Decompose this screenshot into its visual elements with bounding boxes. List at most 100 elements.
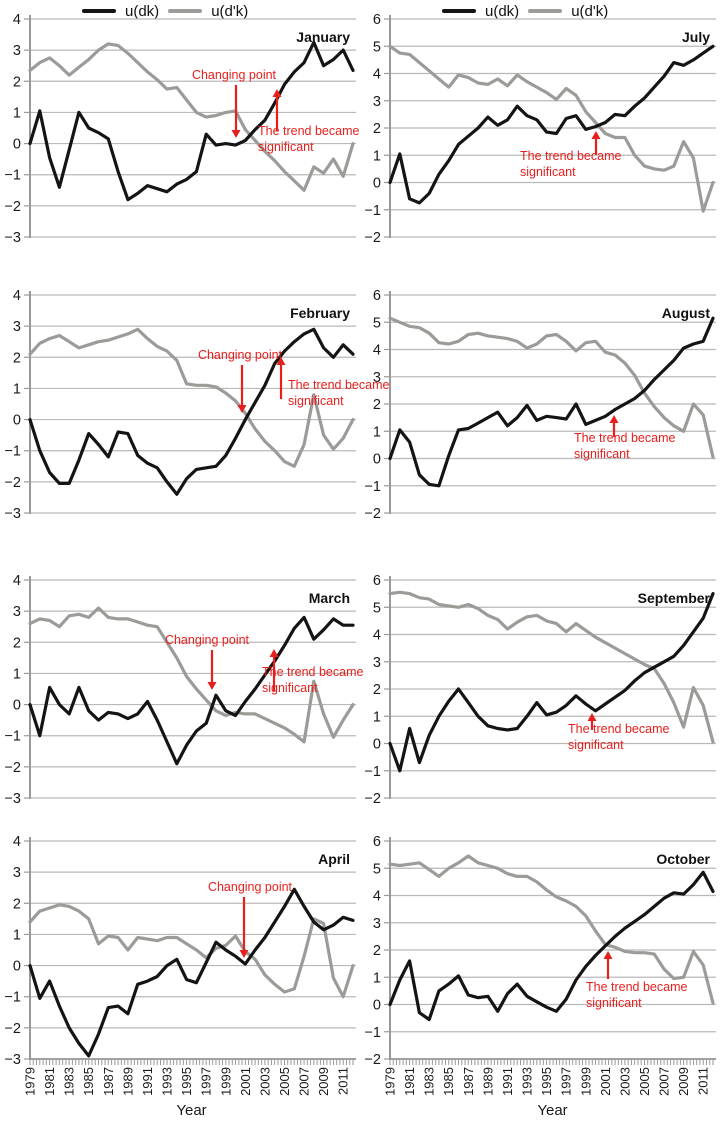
trend-significant-annotation: The trend became significant (262, 649, 363, 695)
series-udk-prime-line (388, 316, 715, 459)
changing-point-annotation: Changing point (192, 68, 277, 138)
gridlines (384, 579, 716, 799)
arrow-head-up-icon (603, 951, 613, 959)
arrow-head-up-icon (591, 131, 601, 139)
arrow-head-up-icon (269, 649, 279, 657)
chart-september: 6 5 4 3 2 1 0 −1 −2 September The trend became sign… (364, 573, 716, 807)
y-tick-label: 5 (373, 600, 381, 616)
y-tick-label: 1 (13, 927, 21, 943)
x-tick-label: 2005 (637, 1067, 652, 1096)
x-tick-label: 2009 (316, 1067, 331, 1096)
y-tick-label: 2 (13, 896, 21, 912)
y-tick-label: 3 (373, 370, 381, 386)
legend-right: u(dk) u(d'k) (442, 1, 608, 21)
x-tick-label: 1981 (42, 1067, 57, 1096)
y-tick-label: 4 (373, 628, 381, 644)
chart-panel-july: 6 5 4 3 2 1 0 −1 −2 July The trend became significa… (360, 9, 720, 249)
month-title: July (682, 29, 710, 45)
chart-panel-march: 4 3 2 1 0 −1 −2 −3 March Changing point The trend … (0, 570, 363, 810)
y-tick-label: −1 (364, 764, 381, 780)
y-tick-label: 1 (373, 970, 381, 986)
x-tick-label: 1987 (461, 1067, 476, 1096)
y-tick-label: 1 (373, 424, 381, 440)
x-tick-label: 1987 (101, 1067, 116, 1096)
series-udk-line (388, 316, 715, 488)
trend-significant-label: The trend became (258, 124, 359, 138)
gridlines (384, 294, 716, 514)
y-tick-label: 0 (373, 737, 381, 753)
y-tick-label: 5 (373, 861, 381, 877)
series-udk-line (28, 887, 355, 1058)
y-tick-label: 0 (13, 959, 21, 975)
trend-significant-annotation: The trend became significant (574, 415, 675, 461)
gridlines (24, 18, 356, 238)
trend-significant-label-line2: significant (258, 140, 314, 154)
y-tick-label: 0 (373, 452, 381, 468)
legend-left: u(dk) u(d'k) (82, 1, 248, 21)
y-tick-label: −2 (364, 1052, 381, 1068)
chart-march: 4 3 2 1 0 −1 −2 −3 March Changing point The trend … (4, 573, 363, 807)
trend-significant-label: The trend became (520, 149, 621, 163)
y-tick-label: −2 (364, 230, 381, 246)
chart-panel-january: 4 3 2 1 0 −1 −2 −3 January Changing point The tren… (0, 9, 360, 249)
udk-line-swatch (442, 8, 476, 14)
x-tick-label: 2003 (257, 1067, 272, 1096)
udk-legend-label: u(dk) (125, 2, 160, 20)
trend-significant-annotation: The trend became significant (276, 357, 389, 408)
y-tick-label: 5 (373, 315, 381, 331)
x-tick-label: 1991 (140, 1067, 155, 1096)
month-title: March (309, 590, 350, 606)
y-tick-label: 6 (373, 288, 381, 304)
x-tick-label: 1985 (441, 1067, 456, 1096)
series-udk-line (388, 44, 715, 205)
month-title: August (662, 305, 711, 321)
trend-significant-label-line2: significant (288, 394, 344, 408)
y-tick-label: 1 (13, 666, 21, 682)
y-tick-label: −2 (4, 1021, 21, 1037)
month-title: September (638, 590, 711, 606)
month-title: April (318, 851, 350, 867)
x-tick-label: 1979 (383, 1067, 398, 1096)
udk-line-swatch (82, 8, 116, 14)
x-tick-label: 2011 (336, 1067, 351, 1095)
x-tick-label: 2007 (297, 1067, 312, 1096)
x-tick-label: 2007 (657, 1067, 672, 1096)
udk-prime-legend-label: u(d'k) (571, 2, 609, 20)
trend-significant-label-line2: significant (574, 447, 630, 461)
series-udk-prime-line (388, 44, 715, 213)
y-tick-label: 4 (373, 67, 381, 83)
month-title: February (290, 305, 350, 321)
y-tick-label: −2 (4, 475, 21, 491)
y-tick-label: 3 (373, 916, 381, 932)
series-udk-prime-line (28, 327, 355, 468)
trend-significant-label-line2: significant (586, 996, 642, 1010)
x-tick-label: 1997 (559, 1067, 574, 1096)
y-tick-label: 1 (373, 148, 381, 164)
y-tick-label: 6 (373, 834, 381, 850)
y-tick-label: −3 (4, 506, 21, 522)
chart-panel-april: 4 3 2 1 0 −1 −2 −3 1979 1981 1983 1985 1987 1989 1991 1… (0, 831, 360, 1121)
trend-significant-annotation: The trend became significant (258, 89, 359, 154)
x-tick-label: 2003 (617, 1067, 632, 1096)
y-tick-label: 2 (13, 74, 21, 90)
series-udk-prime-line (388, 854, 715, 1005)
x-axis-minor-ticks (29, 1059, 354, 1065)
y-tick-label: 3 (373, 655, 381, 671)
y-tick-label: 3 (373, 94, 381, 110)
y-tick-label: 6 (373, 573, 381, 589)
x-tick-label: 1995 (179, 1067, 194, 1096)
x-tick-label: 2009 (676, 1067, 691, 1096)
changing-point-label: Changing point (165, 633, 250, 647)
y-tick-label: 5 (373, 39, 381, 55)
x-tick-label: 1993 (520, 1067, 535, 1096)
y-axis-labels: 4 3 2 1 0 −1 −2 −3 (4, 288, 21, 522)
y-tick-label: −1 (364, 479, 381, 495)
x-tick-label: 1997 (199, 1067, 214, 1096)
x-tick-label: 1981 (402, 1067, 417, 1096)
x-tick-label: 1995 (539, 1067, 554, 1096)
series-udk-prime-line (28, 606, 355, 744)
y-axis-labels: 6 5 4 3 2 1 0 −1 −2 (364, 12, 381, 246)
changing-point-label: Changing point (198, 348, 283, 362)
